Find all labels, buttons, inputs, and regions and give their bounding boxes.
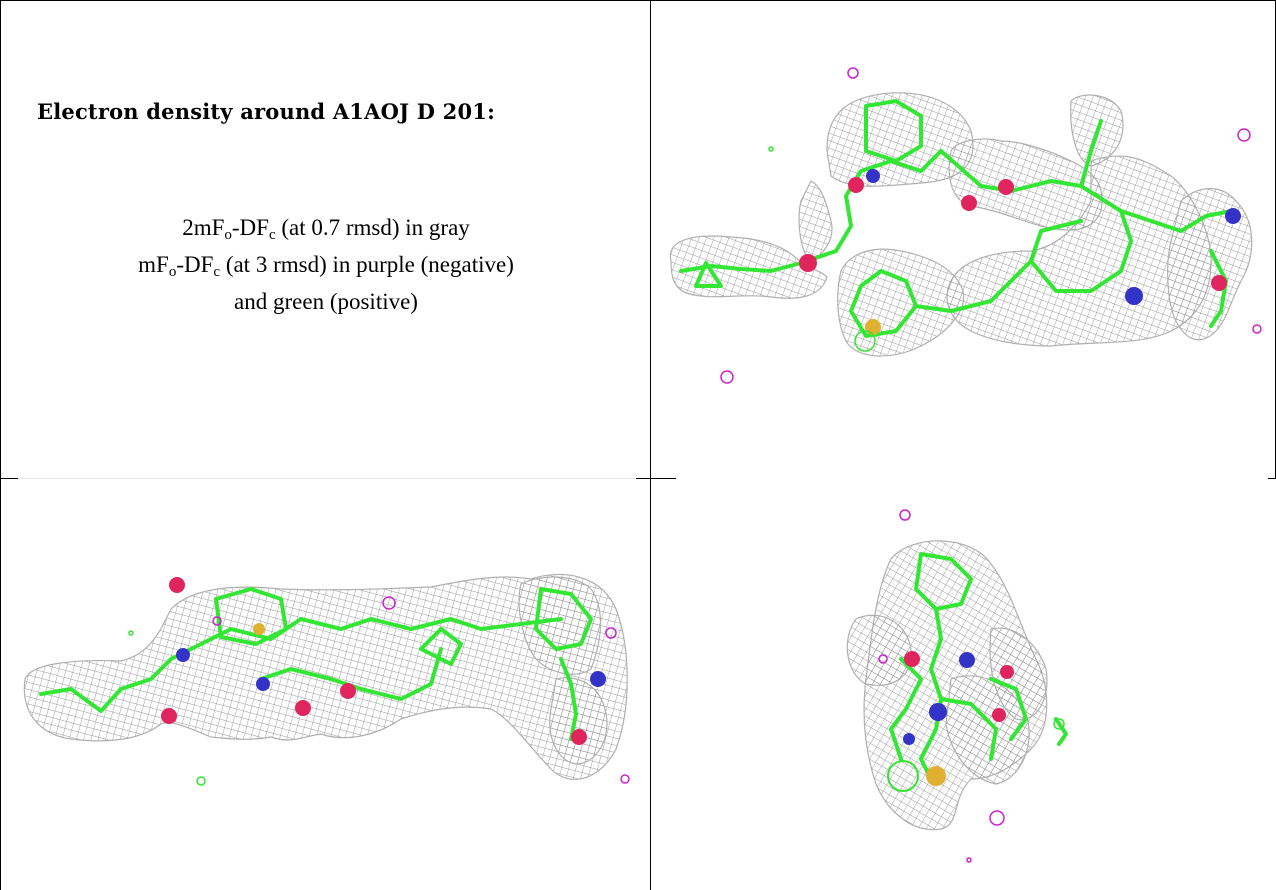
- legend-line-2fo: 2mFo-DFc (at 0.7 rmsd) in gray: [1, 213, 650, 250]
- table-border-top: [0, 0, 1276, 1]
- legend-subscript: o: [224, 227, 232, 243]
- table-divider-horizontal-right: [1268, 478, 1276, 479]
- gray-mesh: [846, 540, 1048, 831]
- table-border-left: [0, 0, 1, 890]
- table-divider-faint: [18, 478, 636, 479]
- legend-term: 2mF: [182, 215, 225, 240]
- legend-term: -DF: [231, 215, 269, 240]
- density-view-end-on: [846, 509, 1068, 863]
- difference-density-blobs: [128, 596, 630, 786]
- legend-subscript: c: [213, 264, 221, 280]
- legend-term: mF: [138, 252, 169, 277]
- density-view-front: [669, 67, 1262, 384]
- legend-subscript: o: [168, 264, 177, 280]
- stick-model: [889, 552, 1068, 781]
- difference-density-blobs: [878, 509, 1065, 863]
- caption-cell: Electron density around A1AOJ D 201: 2mF…: [1, 1, 650, 478]
- figure-title: Electron density around A1AOJ D 201:: [37, 99, 496, 124]
- legend-text: (at 3 rmsd) in purple (negative): [220, 252, 514, 277]
- table-divider-vertical: [650, 0, 651, 890]
- difference-density-blobs: [720, 67, 1262, 384]
- legend-line-fo: mFo-DFc (at 3 rmsd) in purple (negative): [1, 250, 650, 287]
- atom-markers: [161, 577, 606, 745]
- legend-text: (at 0.7 rmsd) in gray: [275, 215, 470, 240]
- table-divider-horizontal-mid: [636, 478, 676, 479]
- legend-term: -DF: [176, 252, 214, 277]
- legend-subscript: c: [268, 227, 276, 243]
- density-legend: 2mFo-DFc (at 0.7 rmsd) in gray mFo-DFc (…: [1, 213, 650, 317]
- legend-line-positive: and green (positive): [234, 289, 418, 314]
- atom-markers: [799, 169, 1241, 335]
- density-view-side: [23, 573, 630, 786]
- atom-markers: [903, 651, 1014, 786]
- stick-model: [39, 587, 593, 741]
- table-divider-horizontal-left: [0, 478, 18, 479]
